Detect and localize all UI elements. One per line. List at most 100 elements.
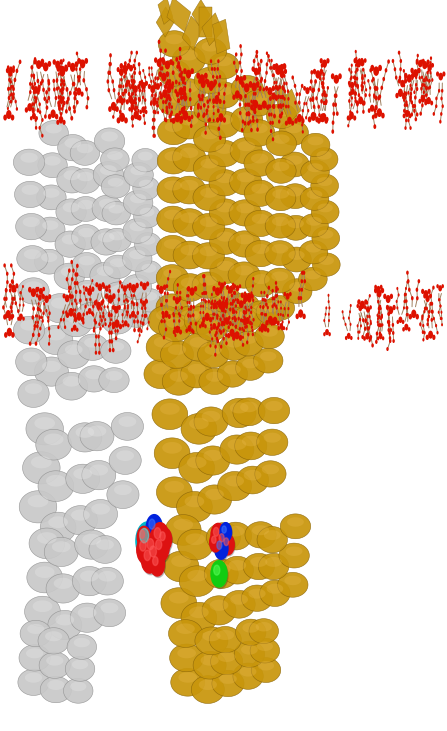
Circle shape	[163, 319, 166, 323]
Circle shape	[220, 304, 225, 312]
Circle shape	[248, 112, 250, 116]
Circle shape	[305, 116, 307, 120]
Polygon shape	[256, 300, 286, 325]
Circle shape	[134, 86, 136, 88]
Polygon shape	[201, 100, 219, 110]
Circle shape	[22, 317, 25, 321]
Circle shape	[410, 100, 413, 105]
Circle shape	[152, 134, 155, 138]
Circle shape	[144, 106, 147, 110]
Circle shape	[203, 298, 205, 301]
Circle shape	[317, 88, 320, 92]
Polygon shape	[257, 526, 287, 553]
Circle shape	[199, 324, 202, 328]
Polygon shape	[265, 557, 282, 567]
Circle shape	[151, 93, 154, 97]
Circle shape	[244, 325, 246, 329]
Circle shape	[251, 83, 257, 91]
Circle shape	[236, 285, 239, 292]
Circle shape	[283, 292, 286, 296]
Polygon shape	[164, 268, 181, 279]
Circle shape	[128, 83, 131, 88]
Circle shape	[411, 296, 413, 300]
Circle shape	[220, 118, 223, 122]
Circle shape	[231, 293, 233, 298]
Circle shape	[37, 321, 39, 324]
Circle shape	[223, 303, 225, 306]
Circle shape	[114, 306, 118, 314]
Circle shape	[34, 324, 36, 328]
Circle shape	[137, 328, 140, 333]
Circle shape	[323, 101, 326, 105]
Circle shape	[76, 302, 78, 306]
Polygon shape	[80, 570, 99, 582]
Circle shape	[332, 102, 335, 107]
Circle shape	[124, 89, 127, 94]
Polygon shape	[101, 602, 118, 613]
Circle shape	[132, 99, 135, 105]
Circle shape	[65, 295, 69, 303]
Circle shape	[62, 72, 64, 76]
Circle shape	[275, 304, 278, 308]
Circle shape	[173, 319, 175, 323]
Circle shape	[76, 312, 82, 321]
Circle shape	[138, 62, 140, 67]
Polygon shape	[52, 541, 71, 553]
Circle shape	[213, 118, 215, 122]
Circle shape	[187, 286, 190, 292]
Circle shape	[9, 87, 11, 90]
Circle shape	[45, 90, 48, 94]
Circle shape	[108, 284, 110, 289]
Circle shape	[167, 79, 169, 83]
Circle shape	[189, 88, 191, 93]
Circle shape	[220, 282, 224, 289]
Circle shape	[71, 327, 73, 332]
Circle shape	[53, 87, 56, 91]
Circle shape	[281, 95, 283, 99]
Circle shape	[135, 101, 137, 105]
Polygon shape	[231, 75, 263, 102]
Circle shape	[256, 81, 260, 87]
Circle shape	[131, 116, 133, 120]
Polygon shape	[312, 227, 340, 250]
Circle shape	[80, 59, 82, 64]
Circle shape	[356, 100, 359, 106]
Circle shape	[73, 105, 76, 110]
Circle shape	[360, 325, 362, 327]
Polygon shape	[187, 570, 207, 582]
Polygon shape	[38, 153, 67, 178]
Circle shape	[222, 321, 224, 325]
Circle shape	[414, 117, 417, 121]
Circle shape	[423, 290, 428, 298]
Circle shape	[75, 289, 77, 294]
Circle shape	[325, 329, 329, 336]
Polygon shape	[55, 231, 85, 257]
Circle shape	[404, 76, 406, 80]
Circle shape	[134, 67, 136, 71]
Circle shape	[35, 96, 38, 101]
Circle shape	[379, 333, 383, 339]
Circle shape	[38, 85, 41, 90]
Polygon shape	[210, 599, 228, 611]
Polygon shape	[124, 162, 153, 187]
Circle shape	[71, 277, 74, 281]
Polygon shape	[222, 398, 256, 428]
Circle shape	[133, 80, 136, 84]
Circle shape	[108, 330, 111, 335]
Circle shape	[245, 293, 247, 298]
Circle shape	[118, 305, 121, 310]
Circle shape	[366, 301, 368, 304]
Circle shape	[47, 79, 50, 83]
Polygon shape	[163, 298, 181, 308]
Circle shape	[297, 114, 302, 122]
Circle shape	[388, 312, 390, 316]
Circle shape	[243, 315, 245, 319]
Circle shape	[132, 64, 135, 68]
Circle shape	[362, 110, 365, 114]
Circle shape	[369, 294, 371, 298]
Polygon shape	[70, 682, 86, 692]
Circle shape	[312, 96, 314, 100]
Circle shape	[84, 58, 88, 64]
Circle shape	[286, 293, 290, 300]
Circle shape	[174, 333, 177, 337]
